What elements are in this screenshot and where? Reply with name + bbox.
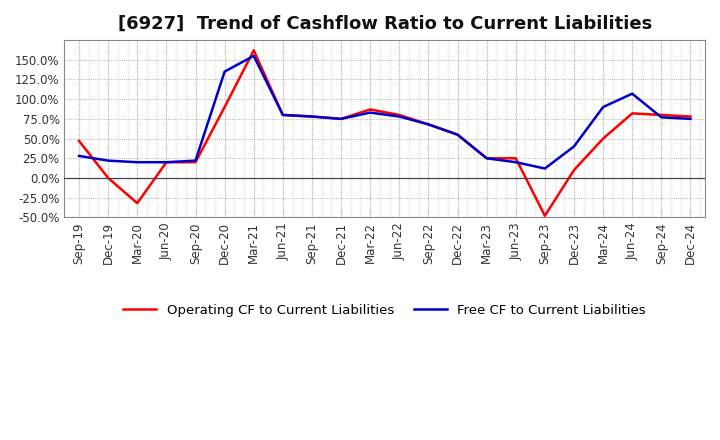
Operating CF to Current Liabilities bbox=[570, 168, 578, 173]
Operating CF to Current Liabilities bbox=[220, 104, 229, 110]
Operating CF to Current Liabilities bbox=[657, 112, 666, 117]
Operating CF to Current Liabilities bbox=[162, 160, 171, 165]
Free CF to Current Liabilities bbox=[453, 132, 462, 137]
Free CF to Current Liabilities bbox=[628, 91, 636, 96]
Free CF to Current Liabilities bbox=[541, 166, 549, 171]
Line: Free CF to Current Liabilities: Free CF to Current Liabilities bbox=[79, 56, 690, 169]
Operating CF to Current Liabilities bbox=[424, 122, 433, 127]
Free CF to Current Liabilities bbox=[162, 160, 171, 165]
Operating CF to Current Liabilities bbox=[133, 201, 142, 206]
Free CF to Current Liabilities bbox=[424, 122, 433, 127]
Free CF to Current Liabilities bbox=[570, 144, 578, 149]
Operating CF to Current Liabilities bbox=[75, 138, 84, 143]
Operating CF to Current Liabilities bbox=[511, 156, 520, 161]
Free CF to Current Liabilities bbox=[249, 53, 258, 59]
Operating CF to Current Liabilities bbox=[628, 111, 636, 116]
Operating CF to Current Liabilities bbox=[279, 112, 287, 117]
Operating CF to Current Liabilities bbox=[337, 116, 346, 121]
Free CF to Current Liabilities bbox=[657, 115, 666, 120]
Free CF to Current Liabilities bbox=[686, 116, 695, 121]
Free CF to Current Liabilities bbox=[395, 114, 404, 119]
Operating CF to Current Liabilities bbox=[686, 114, 695, 119]
Free CF to Current Liabilities bbox=[307, 114, 316, 119]
Operating CF to Current Liabilities bbox=[366, 107, 374, 112]
Operating CF to Current Liabilities bbox=[541, 213, 549, 218]
Operating CF to Current Liabilities bbox=[395, 112, 404, 117]
Free CF to Current Liabilities bbox=[192, 158, 200, 163]
Free CF to Current Liabilities bbox=[75, 153, 84, 158]
Free CF to Current Liabilities bbox=[511, 160, 520, 165]
Operating CF to Current Liabilities bbox=[192, 160, 200, 165]
Title: [6927]  Trend of Cashflow Ratio to Current Liabilities: [6927] Trend of Cashflow Ratio to Curren… bbox=[117, 15, 652, 33]
Free CF to Current Liabilities bbox=[337, 116, 346, 121]
Line: Operating CF to Current Liabilities: Operating CF to Current Liabilities bbox=[79, 50, 690, 216]
Operating CF to Current Liabilities bbox=[482, 156, 491, 161]
Free CF to Current Liabilities bbox=[482, 156, 491, 161]
Free CF to Current Liabilities bbox=[599, 104, 608, 110]
Operating CF to Current Liabilities bbox=[453, 132, 462, 137]
Free CF to Current Liabilities bbox=[104, 158, 112, 163]
Operating CF to Current Liabilities bbox=[104, 175, 112, 180]
Legend: Operating CF to Current Liabilities, Free CF to Current Liabilities: Operating CF to Current Liabilities, Fre… bbox=[118, 298, 652, 322]
Free CF to Current Liabilities bbox=[279, 112, 287, 117]
Operating CF to Current Liabilities bbox=[249, 48, 258, 53]
Free CF to Current Liabilities bbox=[366, 110, 374, 115]
Operating CF to Current Liabilities bbox=[307, 114, 316, 119]
Free CF to Current Liabilities bbox=[220, 69, 229, 74]
Free CF to Current Liabilities bbox=[133, 160, 142, 165]
Operating CF to Current Liabilities bbox=[599, 136, 608, 141]
